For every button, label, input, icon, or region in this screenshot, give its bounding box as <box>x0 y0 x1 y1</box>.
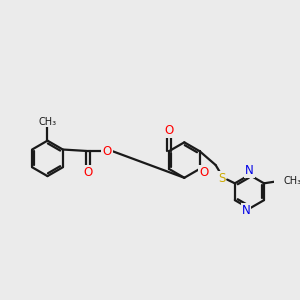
Text: S: S <box>218 172 225 185</box>
Text: CH₃: CH₃ <box>283 176 300 186</box>
Text: O: O <box>199 166 208 179</box>
Text: O: O <box>102 145 112 158</box>
Text: O: O <box>83 166 93 179</box>
Text: N: N <box>245 164 254 178</box>
Text: O: O <box>164 124 174 137</box>
Text: N: N <box>242 204 250 217</box>
Text: CH₃: CH₃ <box>38 117 56 127</box>
